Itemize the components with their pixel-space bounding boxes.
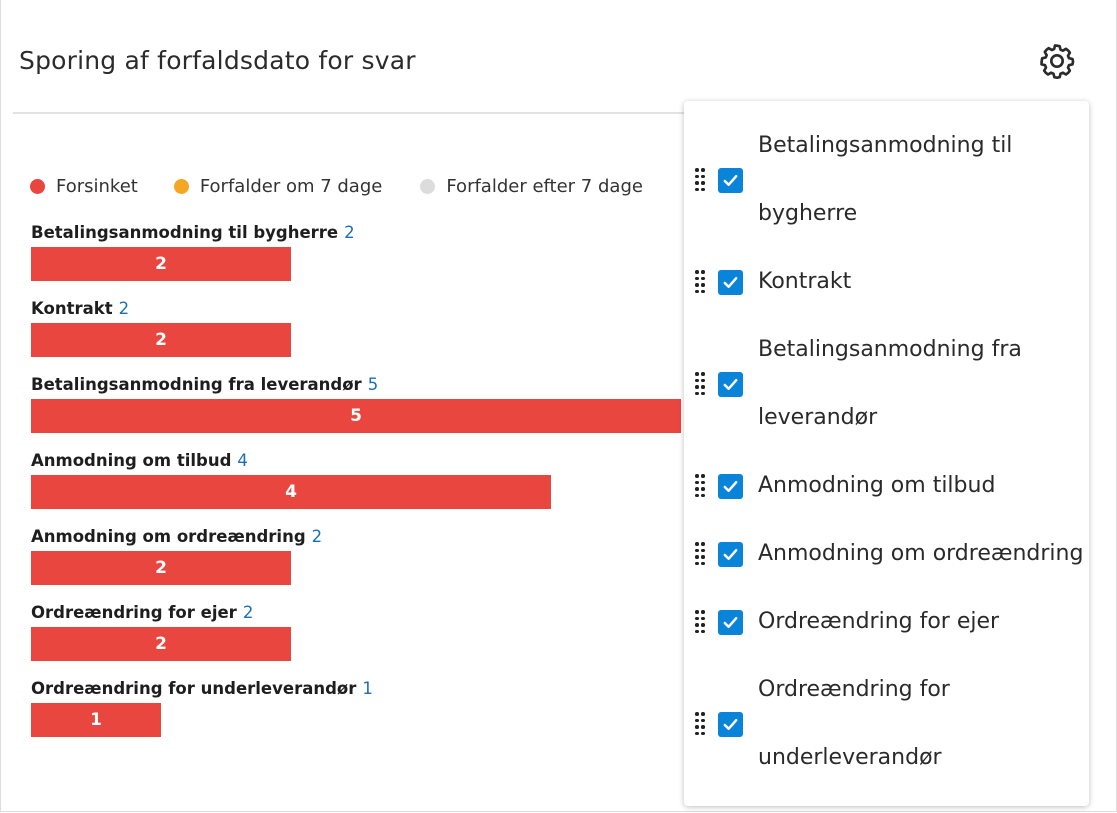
settings-item-label: Betalingsanmodning fra leverandør <box>758 316 1088 452</box>
checkmark-icon <box>723 616 738 629</box>
category-name: Kontrakt <box>31 299 113 318</box>
category-total: 1 <box>362 679 373 698</box>
settings-item-label: Anmodning om ordreændring <box>758 520 1088 588</box>
category-total: 2 <box>311 527 323 546</box>
bar-segment[interactable] <box>31 399 681 433</box>
settings-item-label: Ordreændring for ejer <box>758 588 1088 656</box>
widget-title: Sporing af forfaldsdato for svar <box>19 46 416 75</box>
settings-item-label-line: Betalingsanmodning til <box>758 133 1013 158</box>
item-checkbox[interactable] <box>718 712 743 737</box>
legend-label: Forfalder efter 7 dage <box>446 175 643 197</box>
bar-segment[interactable] <box>31 703 161 737</box>
settings-item-label-line: Anmodning om tilbud <box>758 473 996 498</box>
settings-panel-item[interactable]: Ordreændring for underleverandør <box>684 656 1089 792</box>
settings-item-label-line: Ordreændring for ejer <box>758 609 1000 634</box>
settings-panel-item[interactable]: Betalingsanmodning fra leverandør <box>684 316 1089 452</box>
legend-item-due-7-days[interactable]: Forfalder om 7 dage <box>173 175 383 197</box>
checkmark-icon <box>723 276 738 289</box>
category-name: Ordreændring for ejer <box>31 603 237 622</box>
bar-segment[interactable] <box>31 323 291 357</box>
settings-button[interactable] <box>1037 41 1077 81</box>
category-total: 5 <box>367 375 379 394</box>
bar-value-label: 2 <box>155 330 167 350</box>
bar-segment[interactable] <box>31 551 291 585</box>
category-label: Ordreændring for underleverandør 1 <box>31 678 373 700</box>
checkmark-icon <box>723 548 738 561</box>
bar-segment[interactable] <box>31 627 291 661</box>
settings-item-label-line: leverandør <box>758 405 878 430</box>
settings-panel-item[interactable]: Betalingsanmodning til bygherre <box>684 112 1089 248</box>
item-checkbox[interactable] <box>718 270 743 295</box>
settings-item-label-line: Kontrakt <box>758 269 852 294</box>
drag-handle-icon[interactable] <box>695 372 707 396</box>
category-label: Betalingsanmodning fra leverandør 5 <box>31 374 378 396</box>
settings-item-label-line: Anmodning om ordreændring <box>758 541 1084 566</box>
category-name: Ordreændring for underleverandør <box>31 679 357 698</box>
category-total: 4 <box>237 451 248 470</box>
category-label: Anmodning om tilbud 4 <box>31 450 248 472</box>
bar-value-label: 2 <box>155 634 167 654</box>
category-label: Ordreændring for ejer 2 <box>31 602 253 624</box>
drag-handle-icon[interactable] <box>695 168 707 192</box>
bar-value-label: 2 <box>155 254 167 274</box>
drag-handle-icon[interactable] <box>695 712 707 736</box>
category-name: Anmodning om tilbud <box>31 451 232 470</box>
item-checkbox[interactable] <box>718 474 743 499</box>
header-divider <box>13 112 693 114</box>
settings-panel-item[interactable]: Anmodning om ordreændring <box>684 520 1089 588</box>
category-total: 2 <box>118 299 130 318</box>
checkmark-icon <box>723 480 738 493</box>
category-label: Kontrakt 2 <box>31 298 129 320</box>
item-checkbox[interactable] <box>718 610 743 635</box>
legend-dot-overdue <box>30 178 45 194</box>
settings-panel-item[interactable]: Anmodning om tilbud <box>684 452 1089 520</box>
settings-item-label-line: bygherre <box>758 201 858 226</box>
checkmark-icon <box>723 718 738 731</box>
settings-item-label: Anmodning om tilbud <box>758 452 1088 520</box>
gear-icon <box>1040 44 1075 79</box>
category-name: Betalingsanmodning til bygherre <box>31 223 339 242</box>
item-checkbox[interactable] <box>718 542 743 567</box>
item-checkbox[interactable] <box>718 168 743 193</box>
settings-panel-item[interactable]: Kontrakt <box>684 248 1089 316</box>
chart-legend: Forsinket Forfalder om 7 dage Forfalder … <box>30 175 679 197</box>
legend-item-due-after-7-days[interactable]: Forfalder efter 7 dage <box>420 176 643 197</box>
bar-value-label: 2 <box>155 558 167 578</box>
settings-item-label-line: Betalingsanmodning fra <box>758 337 1022 362</box>
bar-value-label: 1 <box>90 710 102 730</box>
item-checkbox[interactable] <box>718 372 743 397</box>
drag-handle-icon[interactable] <box>695 542 707 566</box>
legend-dot-due-after-7-days <box>420 178 436 194</box>
bar-value-label: 5 <box>350 406 362 426</box>
settings-item-label-line: Ordreændring for <box>758 677 950 702</box>
category-total: 2 <box>242 603 254 622</box>
settings-panel-item[interactable]: Ordreændring for ejer <box>684 588 1089 656</box>
drag-handle-icon[interactable] <box>695 270 707 294</box>
legend-dot-due-7-days <box>173 178 189 194</box>
settings-panel: Betalingsanmodning til bygherre Kontrakt Be… <box>684 101 1089 806</box>
legend-label: Forfalder om 7 dage <box>199 175 383 197</box>
bar-segment[interactable] <box>31 247 291 281</box>
category-name: Anmodning om ordreændring <box>31 527 306 546</box>
bar-segment[interactable] <box>31 475 551 509</box>
category-total: 2 <box>344 223 355 242</box>
checkmark-icon <box>723 174 738 187</box>
settings-item-label: Kontrakt <box>758 248 1088 316</box>
drag-handle-icon[interactable] <box>695 474 707 498</box>
settings-item-label-line: underleverandør <box>758 745 942 770</box>
drag-handle-icon[interactable] <box>695 610 707 634</box>
checkmark-icon <box>723 378 738 391</box>
category-label: Anmodning om ordreændring 2 <box>31 526 322 548</box>
bar-value-label: 4 <box>285 482 297 502</box>
legend-item-overdue[interactable]: Forsinket <box>30 176 138 197</box>
settings-item-label: Betalingsanmodning til bygherre <box>758 112 1088 248</box>
category-label: Betalingsanmodning til bygherre 2 <box>31 222 355 244</box>
legend-label: Forsinket <box>56 175 138 197</box>
settings-item-label: Ordreændring for underleverandør <box>758 656 1088 792</box>
category-name: Betalingsanmodning fra leverandør <box>31 375 362 394</box>
